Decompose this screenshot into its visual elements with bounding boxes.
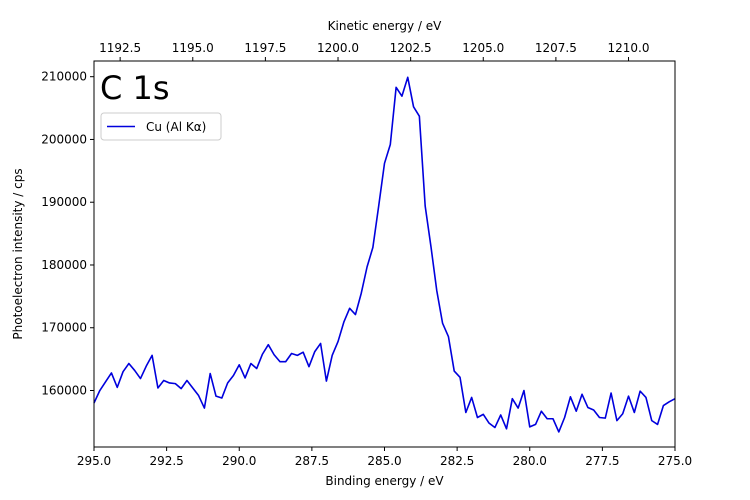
y-tick-label: 210000 (41, 70, 87, 84)
x-tick-label: 275.0 (658, 454, 692, 468)
y-tick-label: 170000 (41, 321, 87, 335)
plot-layer (93, 76, 676, 433)
y-tick-label: 180000 (41, 258, 87, 272)
x-tick-label: 287.5 (295, 454, 329, 468)
top-x-tick-label: 1192.5 (99, 41, 141, 55)
top-x-tick-label: 1205.0 (462, 41, 504, 55)
x-tick-label: 290.0 (222, 454, 256, 468)
x-tick-label: 280.0 (513, 454, 547, 468)
axes-layer: 295.0 292.5 290.0 287.5 285.0 282.5 280.0 277.5… (41, 41, 692, 468)
top-x-tick-label: 1197.5 (244, 41, 286, 55)
legend-box (100, 112, 222, 141)
top-x-axis-label: Kinetic energy / eV (328, 19, 443, 33)
top-x-tick-label: 1195.0 (172, 41, 214, 55)
y-tick-label: 200000 (41, 132, 87, 146)
y-tick-label: 190000 (41, 195, 87, 209)
y-axis-label: Photoelectron intensity / cps (11, 168, 25, 339)
top-x-tick-label: 1210.0 (608, 41, 650, 55)
x-axis-label: Binding energy / eV (325, 474, 444, 488)
series-line-0 (93, 76, 676, 433)
x-tick-label: 285.0 (367, 454, 401, 468)
legend-label: Cu (Al Kα) (146, 120, 206, 134)
x-tick-label: 292.5 (149, 454, 183, 468)
spectrum-region-label: C 1s (100, 69, 170, 107)
x-tick-label: 282.5 (440, 454, 474, 468)
top-x-tick-label: 1200.0 (317, 41, 359, 55)
x-tick-label: 295.0 (77, 454, 111, 468)
top-x-tick-label: 1202.5 (390, 41, 432, 55)
x-tick-label: 277.5 (585, 454, 619, 468)
legend: Cu (Al Kα) (100, 112, 222, 141)
y-tick-label: 160000 (41, 384, 87, 398)
top-x-tick-label: 1207.5 (535, 41, 577, 55)
